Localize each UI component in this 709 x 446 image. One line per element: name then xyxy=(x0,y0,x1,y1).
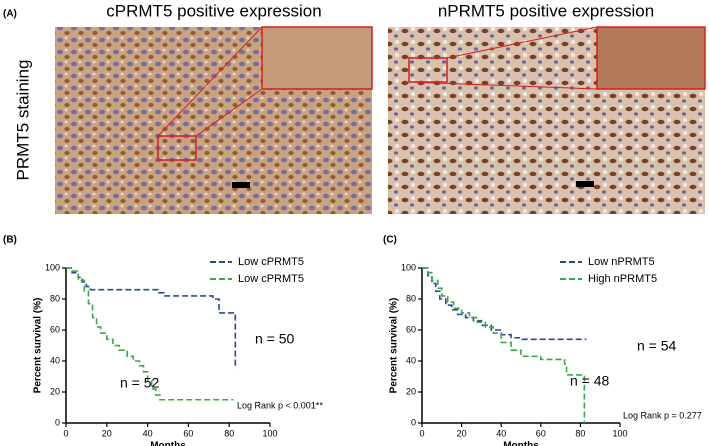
y-tick-label: 100 xyxy=(45,262,60,272)
y-tick-label: 80 xyxy=(50,293,60,303)
y-tick-label: 80 xyxy=(406,293,416,303)
survival-curve xyxy=(422,267,586,423)
y-axis-label: Percent survival (%) xyxy=(389,298,400,394)
y-tick-label: 40 xyxy=(406,355,416,365)
y-tick-label: 40 xyxy=(50,355,60,365)
x-tick-label: 60 xyxy=(536,428,546,438)
x-tick-label: 80 xyxy=(224,428,234,438)
y-axis-label: Percent survival (%) xyxy=(33,298,44,394)
y-tick-label: 0 xyxy=(411,417,416,427)
x-tick-label: 40 xyxy=(496,428,506,438)
y-tick-label: 20 xyxy=(406,386,416,396)
x-tick-label: 60 xyxy=(183,428,193,438)
x-axis-label: Months xyxy=(503,441,539,446)
y-tick-label: 60 xyxy=(50,324,60,334)
x-tick-label: 20 xyxy=(457,428,467,438)
panel-title: cPRMT5 positive expression xyxy=(106,1,321,20)
survival-curve xyxy=(66,267,234,401)
annotation: n = 50 xyxy=(255,331,295,347)
axis xyxy=(421,268,620,424)
x-axis-label: Months xyxy=(150,441,186,446)
annotation: n = 48 xyxy=(570,373,610,389)
micrograph xyxy=(388,26,706,214)
legend-label: Low nPRMT5 xyxy=(588,256,655,268)
x-tick-label: 80 xyxy=(575,428,585,438)
x-tick-label: 0 xyxy=(419,428,424,438)
panel-label: (A) xyxy=(3,9,17,20)
panel-title: nPRMT5 positive expression xyxy=(438,1,654,20)
y-tick-label: 60 xyxy=(406,324,416,334)
legend-label: Low cPRMT5 xyxy=(238,273,304,285)
panel-label: (B) xyxy=(3,235,17,246)
x-tick-label: 0 xyxy=(63,428,68,438)
x-tick-label: 20 xyxy=(102,428,112,438)
x-tick-label: 100 xyxy=(612,428,627,438)
survival-curve xyxy=(66,267,237,369)
y-tick-label: 100 xyxy=(401,262,416,272)
annotation: Log Rank p < 0.001** xyxy=(237,400,323,410)
panel-label: (C) xyxy=(383,235,397,246)
annotation: n = 52 xyxy=(120,375,160,391)
micrograph xyxy=(55,26,373,214)
y-tick-label: 0 xyxy=(55,417,60,427)
legend-label: High nPRMT5 xyxy=(588,273,657,285)
side-label: PRMT5 staining xyxy=(13,60,32,181)
survival-curve xyxy=(422,267,587,341)
y-tick-label: 20 xyxy=(50,386,60,396)
x-tick-label: 100 xyxy=(262,428,277,438)
annotation: n = 54 xyxy=(637,338,677,354)
x-tick-label: 40 xyxy=(143,428,153,438)
annotation: Log Rank p = 0.277 xyxy=(623,410,702,420)
legend-label: Low cPRMT5 xyxy=(238,256,304,268)
